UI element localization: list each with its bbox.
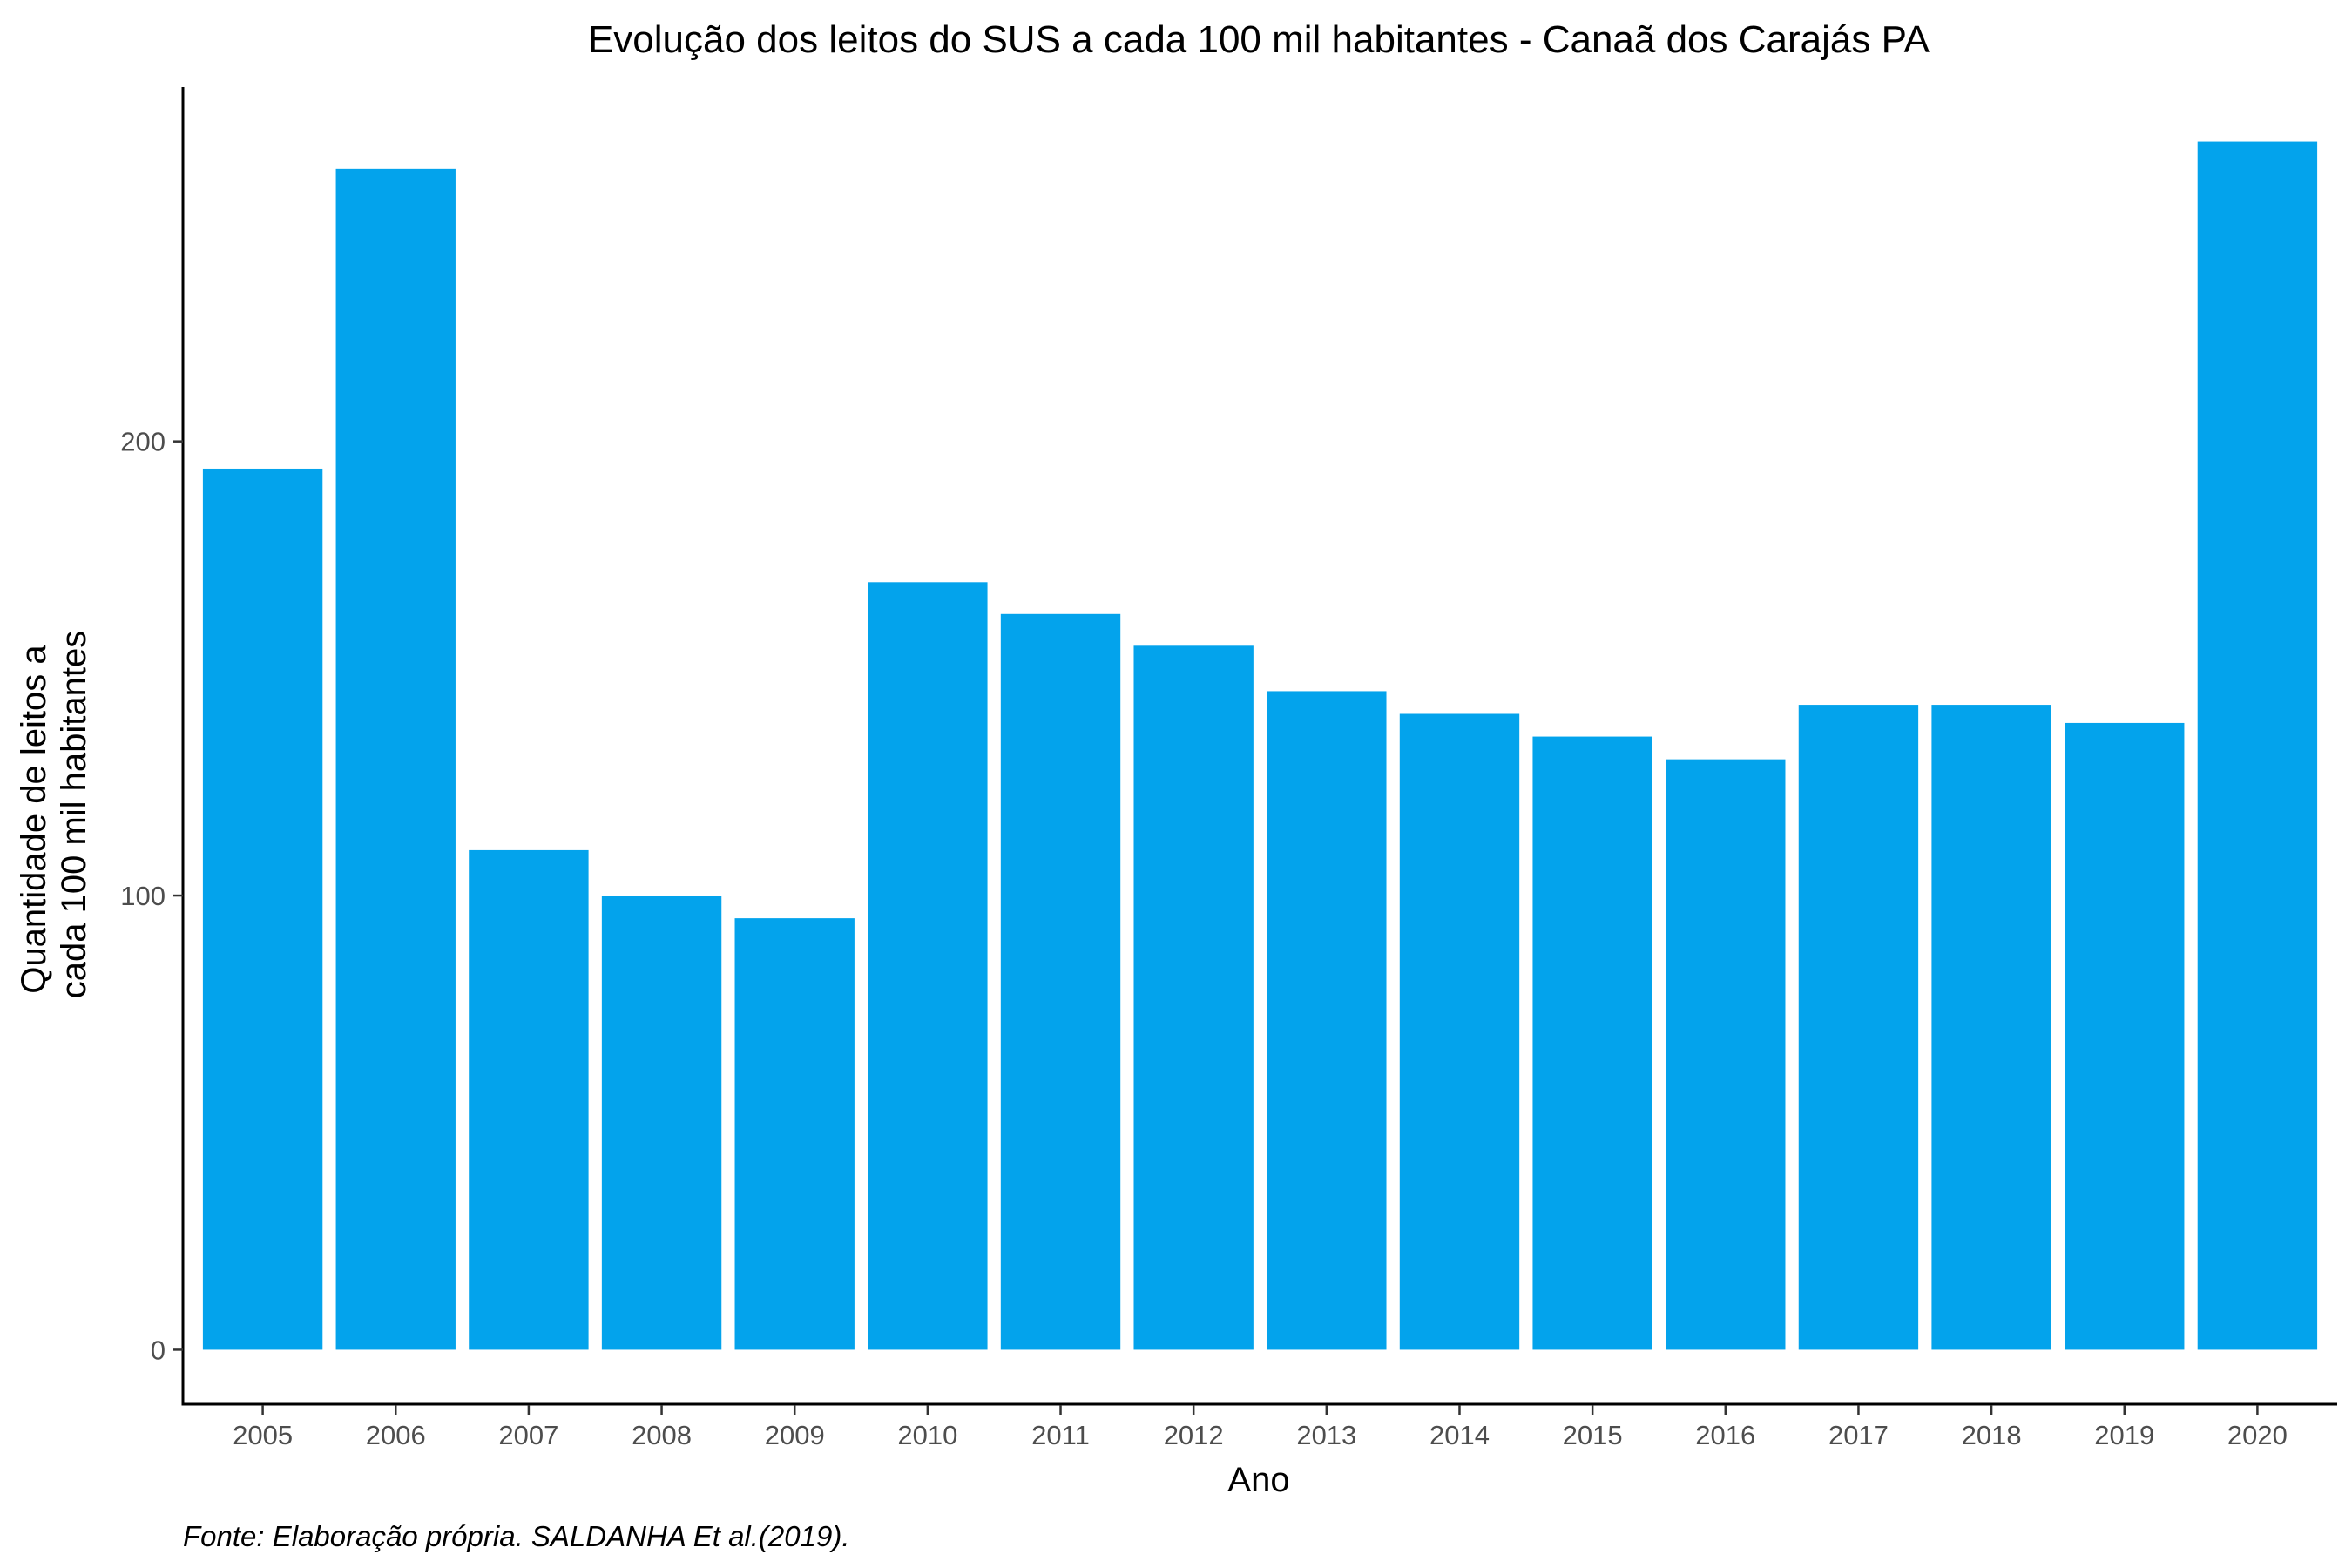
bar-2006 [335, 168, 456, 1350]
x-tick-label: 2016 [1695, 1420, 1755, 1450]
x-tick-label: 2011 [1031, 1420, 1090, 1450]
bar-2007 [469, 849, 589, 1350]
bar-2019 [2065, 722, 2185, 1350]
x-tick-label: 2020 [2227, 1420, 2288, 1450]
bar-2008 [601, 896, 722, 1350]
y-axis-title-line-1: Quantidade de leitos a [15, 645, 53, 994]
y-axis-title: Quantidade de leitos a cada 100 mil habi… [15, 631, 93, 999]
bar-2012 [1133, 645, 1254, 1350]
x-tick-label: 2017 [1828, 1420, 1889, 1450]
bar-2016 [1666, 759, 1786, 1350]
x-tick-label: 2007 [498, 1420, 558, 1450]
y-tick-label: 200 [120, 427, 166, 457]
chart-title: Evolução dos leitos do SUS a cada 100 mi… [588, 18, 1930, 61]
x-ticks-group: 2005 2006 2007 2008 2009 2010 2011 2012 2013 2014… [233, 1405, 2288, 1450]
bar-2013 [1267, 691, 1387, 1350]
bar-2017 [1798, 705, 1919, 1350]
x-axis-title: Ano [1227, 1461, 1289, 1499]
x-tick-label: 2012 [1164, 1420, 1224, 1450]
bar-2020 [2197, 141, 2318, 1350]
x-tick-label: 2019 [2094, 1420, 2154, 1450]
x-tick-label: 2006 [366, 1420, 426, 1450]
bar-2018 [1931, 705, 2051, 1350]
x-tick-label: 2009 [765, 1420, 825, 1450]
x-tick-label: 2018 [1962, 1420, 2022, 1450]
bar-2014 [1399, 713, 1520, 1350]
bars-group [202, 141, 2318, 1350]
y-tick-label: 100 [120, 881, 166, 911]
x-tick-label: 2013 [1296, 1420, 1356, 1450]
bar-2009 [734, 918, 855, 1350]
x-tick-label: 2010 [897, 1420, 957, 1450]
bar-2010 [868, 582, 988, 1350]
y-ticks-group: 0 100 200 [120, 427, 183, 1365]
bar-2011 [1000, 613, 1121, 1350]
x-tick-label: 2014 [1429, 1420, 1490, 1450]
x-tick-label: 2015 [1563, 1420, 1623, 1450]
x-tick-label: 2008 [632, 1420, 692, 1450]
x-tick-label: 2005 [233, 1420, 293, 1450]
source-caption: Fonte: Elaboração própria. SALDANHA Et a… [183, 1520, 850, 1552]
y-axis-title-line-2: cada 100 mil habitantes [55, 631, 93, 999]
bar-2015 [1532, 736, 1652, 1350]
y-tick-label: 0 [151, 1335, 166, 1365]
bar-2005 [202, 468, 323, 1350]
